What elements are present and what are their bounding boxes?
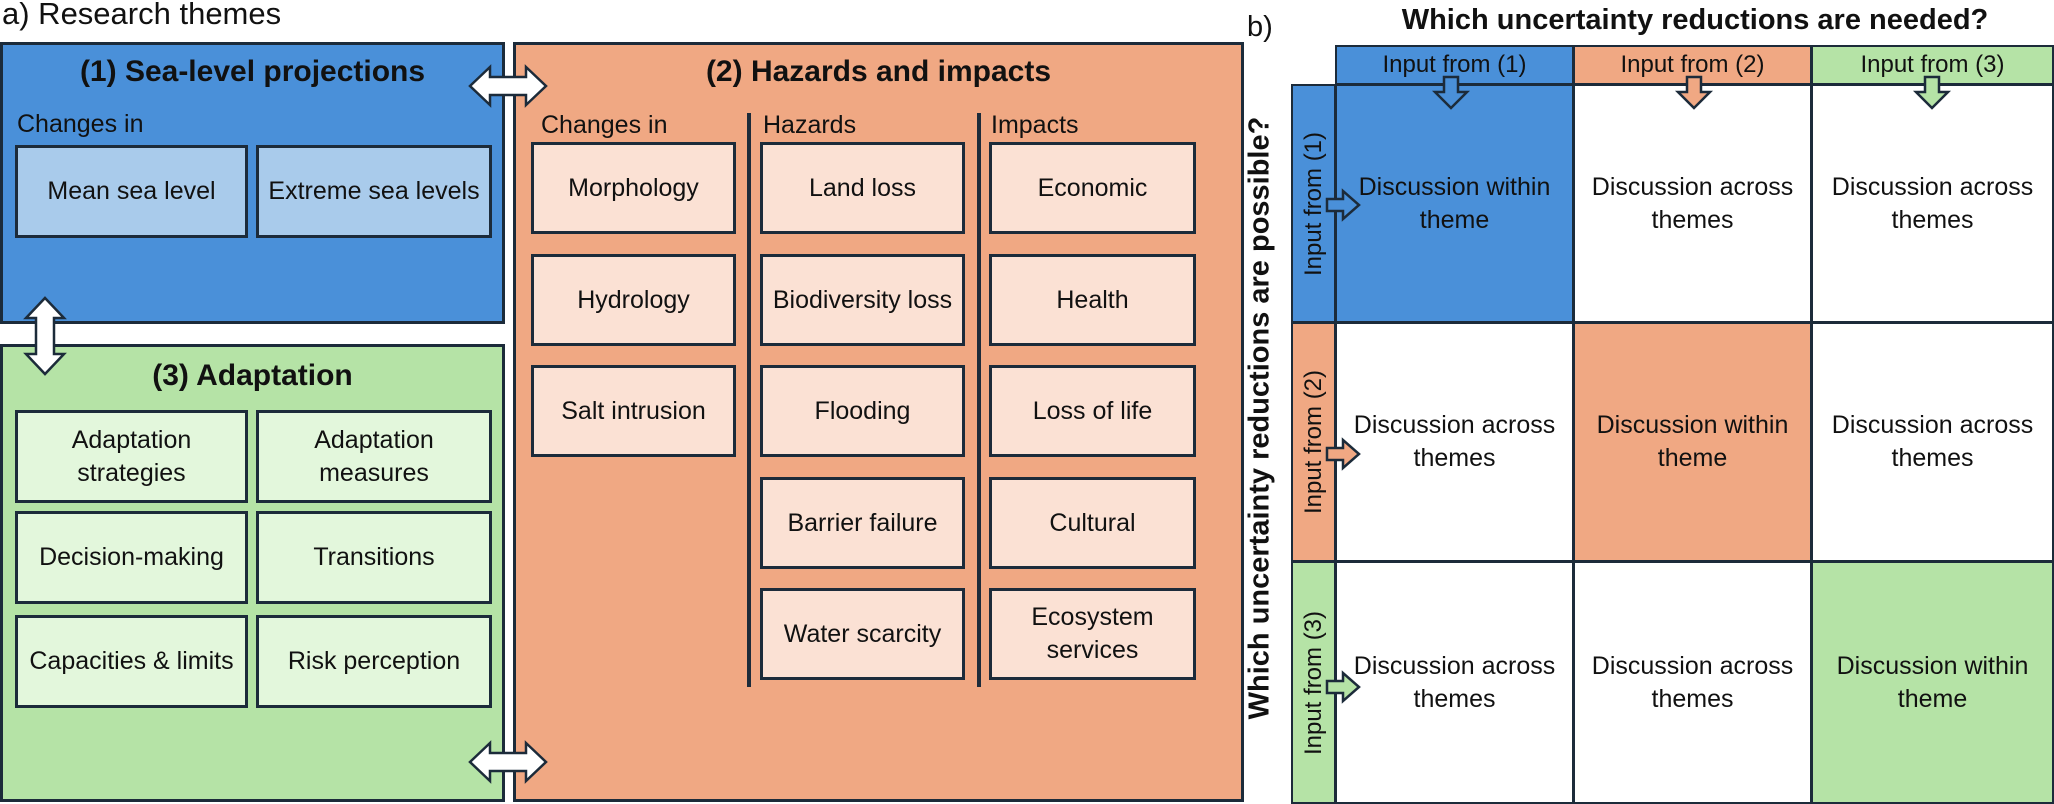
matrix-cell: Discussion within theme	[1573, 322, 1812, 562]
down-arrow-icon	[1431, 75, 1471, 110]
item-extreme-sea-levels: Extreme sea levels	[256, 145, 492, 238]
column-heading-hazards: Hazards	[763, 111, 857, 139]
item-decision-making: Decision-making	[15, 511, 248, 604]
theme-1-subheading: Changes in	[17, 110, 144, 138]
right-arrow-icon	[1325, 188, 1361, 222]
theme-3-adaptation: (3) Adaptation Adaptation strategies Ada…	[0, 344, 505, 802]
row-header-1-label: Input from (1)	[1299, 131, 1327, 276]
down-arrow-icon	[1912, 75, 1952, 110]
item-capacities-limits: Capacities & limits	[15, 615, 248, 708]
column-divider	[747, 113, 751, 687]
item-economic: Economic	[989, 142, 1196, 234]
item-loss-of-life: Loss of life	[989, 365, 1196, 457]
item-morphology: Morphology	[531, 142, 736, 234]
matrix-top-title: Which uncertainty reductions are needed?	[1401, 4, 1989, 36]
row-header-2-label: Input from (2)	[1299, 369, 1327, 515]
item-cultural: Cultural	[989, 477, 1196, 569]
matrix-cell: Discussion across themes	[1811, 322, 2054, 562]
item-barrier-failure: Barrier failure	[760, 477, 965, 569]
theme-3-title: (3) Adaptation	[152, 359, 353, 392]
double-arrow-icon	[468, 740, 548, 784]
item-mean-sea-level: Mean sea level	[15, 145, 248, 238]
column-heading-impacts: Impacts	[991, 111, 1079, 139]
panel-a-label: a) Research themes	[2, 0, 282, 31]
item-health: Health	[989, 254, 1196, 346]
item-adaptation-strategies: Adaptation strategies	[15, 410, 248, 503]
theme-2-hazards-and-impacts: (2) Hazards and impacts Changes in Hazar…	[513, 42, 1244, 802]
item-land-loss: Land loss	[760, 142, 965, 234]
item-transitions: Transitions	[256, 511, 492, 604]
item-adaptation-measures: Adaptation measures	[256, 410, 492, 503]
matrix-cell: Discussion across themes	[1573, 561, 1812, 804]
right-arrow-icon	[1325, 437, 1361, 471]
matrix-cell: Discussion across themes	[1335, 561, 1574, 804]
matrix-cell: Discussion across themes	[1335, 322, 1574, 562]
theme-1-sea-level-projections: (1) Sea-level projections Changes in Mea…	[0, 42, 505, 324]
col-header-1: Input from (1)	[1335, 45, 1574, 85]
item-risk-perception: Risk perception	[256, 615, 492, 708]
item-ecosystem-services: Ecosystem services	[989, 588, 1196, 680]
item-flooding: Flooding	[760, 365, 965, 457]
down-arrow-icon	[1674, 75, 1714, 110]
row-header-3-label: Input from (3)	[1299, 610, 1327, 755]
column-heading-changes: Changes in	[541, 111, 668, 139]
panel-b-label: b)	[1247, 11, 1273, 43]
matrix-cell: Discussion within theme	[1335, 84, 1574, 323]
matrix-side-title: Which uncertainty reductions are possibl…	[1243, 116, 1276, 720]
item-water-scarcity: Water scarcity	[760, 588, 965, 680]
matrix-cell: Discussion within theme	[1811, 561, 2054, 804]
column-divider	[977, 113, 981, 687]
item-salt-intrusion: Salt intrusion	[531, 365, 736, 457]
double-arrow-icon	[468, 64, 548, 108]
right-arrow-icon	[1325, 670, 1361, 704]
item-biodiversity-loss: Biodiversity loss	[760, 254, 965, 346]
theme-2-title: (2) Hazards and impacts	[705, 55, 1052, 88]
matrix-cell: Discussion across themes	[1811, 84, 2054, 323]
double-arrow-icon	[23, 296, 67, 376]
matrix-cell: Discussion across themes	[1573, 84, 1812, 323]
theme-1-title: (1) Sea-level projections	[79, 55, 426, 88]
row-header-2: Input from (2)	[1291, 322, 1336, 562]
item-hydrology: Hydrology	[531, 254, 736, 346]
